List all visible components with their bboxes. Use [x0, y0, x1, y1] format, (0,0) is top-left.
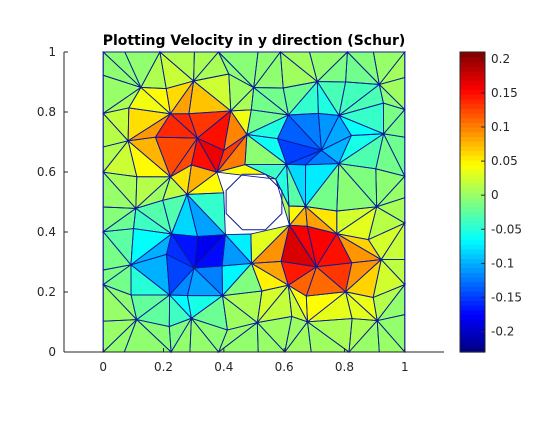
colorbar-step	[460, 52, 485, 58]
x-tick-label: 1	[401, 360, 409, 374]
colorbar-step	[460, 281, 485, 287]
colorbar-tick-label: -0.05	[491, 222, 522, 236]
x-tick-label: 0.6	[275, 360, 294, 374]
colorbar-ticks: 0.2 0.15 0.1 0.05 0 -0.05 -0.1 -0.15 -0.2	[481, 52, 522, 339]
colorbar-step	[460, 150, 485, 156]
colorbar-step	[460, 80, 485, 86]
colorbar-step	[460, 122, 485, 128]
colorbar-step	[460, 295, 485, 302]
colorbar-step	[460, 262, 485, 269]
colorbar-step	[460, 291, 485, 297]
colorbar-step	[460, 178, 485, 184]
colorbar-step	[460, 117, 485, 123]
colorbar-tick-label: 0	[491, 188, 499, 202]
colorbar-frame	[459, 51, 486, 353]
colorbar-tick-label: 0.1	[491, 120, 510, 134]
colorbar-step	[460, 323, 485, 330]
colorbar-step	[460, 211, 485, 217]
colorbar-step	[460, 136, 485, 142]
colorbar-step	[460, 98, 485, 105]
colorbar-tick-label: -0.2	[491, 325, 514, 339]
colorbar-step	[460, 253, 485, 259]
colorbar-step	[460, 305, 485, 311]
y-tick-label: 0.8	[37, 105, 56, 119]
colorbar-step	[460, 173, 485, 180]
colorbar-step	[460, 202, 485, 208]
colorbar-step	[460, 337, 485, 344]
colorbar-step	[460, 216, 485, 222]
colorbar-step	[460, 333, 485, 339]
x-tick-label: 0.4	[214, 360, 233, 374]
colorbar-step	[460, 103, 485, 109]
colorbar-step	[460, 258, 485, 264]
colorbar-step	[460, 187, 485, 194]
colorbar-step	[460, 75, 485, 81]
y-tick-label: 0.2	[37, 285, 56, 299]
y-tick-label: 1	[48, 45, 56, 59]
colorbar-tick-label: 0.15	[491, 86, 518, 100]
colorbar-step	[460, 155, 485, 161]
colorbar-step	[460, 342, 485, 348]
y-tick-label: 0.6	[37, 165, 56, 179]
colorbar-step	[460, 244, 485, 250]
y-tick-label: 0.4	[37, 225, 56, 239]
colorbar-step	[460, 112, 485, 119]
colorbar-step	[460, 347, 485, 353]
x-tick-label: 0	[99, 360, 107, 374]
chart-title: Plotting Velocity in y direction (Schur)	[103, 33, 406, 49]
colorbar-tick-label: 0.05	[491, 154, 518, 168]
colorbar: 0.2 0.15 0.1 0.05 0 -0.05 -0.1 -0.15 -0.2	[459, 51, 522, 353]
colorbar-step	[460, 159, 485, 166]
colorbar-step	[460, 84, 485, 91]
colorbar-step	[460, 309, 485, 316]
colorbar-step	[460, 70, 485, 77]
colorbar-step	[460, 127, 485, 133]
colorbar-step	[460, 234, 485, 241]
colorbar-step	[460, 131, 485, 137]
colorbar-step	[460, 277, 485, 283]
x-ticks: 0 0.2 0.4 0.6 0.8 1	[99, 348, 409, 374]
colorbar-step	[460, 141, 485, 147]
colorbar-step	[460, 272, 485, 278]
colorbar-step	[460, 192, 485, 198]
colorbar-step	[460, 230, 485, 236]
colorbar-step	[460, 66, 485, 72]
colorbar-gradient	[460, 52, 485, 353]
colorbar-step	[460, 108, 485, 114]
colorbar-step	[460, 61, 485, 67]
triangle-mesh	[101, 50, 407, 354]
colorbar-step	[460, 267, 485, 273]
colorbar-step	[460, 145, 485, 152]
x-tick-label: 0.8	[335, 360, 354, 374]
colorbar-step	[460, 183, 485, 189]
colorbar-tick-label: 0.2	[491, 52, 510, 66]
colorbar-step	[460, 314, 485, 320]
colorbar-step	[460, 300, 485, 306]
axes: 0 0.2 0.4 0.6 0.8 1 0 0.2 0.4 0.6 0.8 1	[37, 45, 444, 374]
colorbar-step	[460, 220, 485, 227]
colorbar-step	[460, 239, 485, 245]
colorbar-tick-label: -0.1	[491, 256, 514, 270]
colorbar-step	[460, 248, 485, 255]
colorbar-step	[460, 328, 485, 334]
colorbar-step	[460, 197, 485, 203]
colorbar-step	[460, 56, 485, 62]
x-tick-label: 0.2	[154, 360, 173, 374]
colorbar-step	[460, 286, 485, 292]
colorbar-step	[460, 164, 485, 170]
colorbar-step	[460, 225, 485, 231]
colorbar-step	[460, 89, 485, 95]
colorbar-tick-label: -0.15	[491, 290, 522, 304]
y-tick-label: 0	[48, 345, 56, 359]
colorbar-step	[460, 206, 485, 212]
plot-area	[64, 50, 444, 354]
colorbar-step	[460, 94, 485, 100]
colorbar-step	[460, 169, 485, 175]
colorbar-step	[460, 319, 485, 325]
mesh-triangle	[250, 224, 291, 265]
y-ticks: 0 0.2 0.4 0.6 0.8 1	[37, 45, 68, 359]
